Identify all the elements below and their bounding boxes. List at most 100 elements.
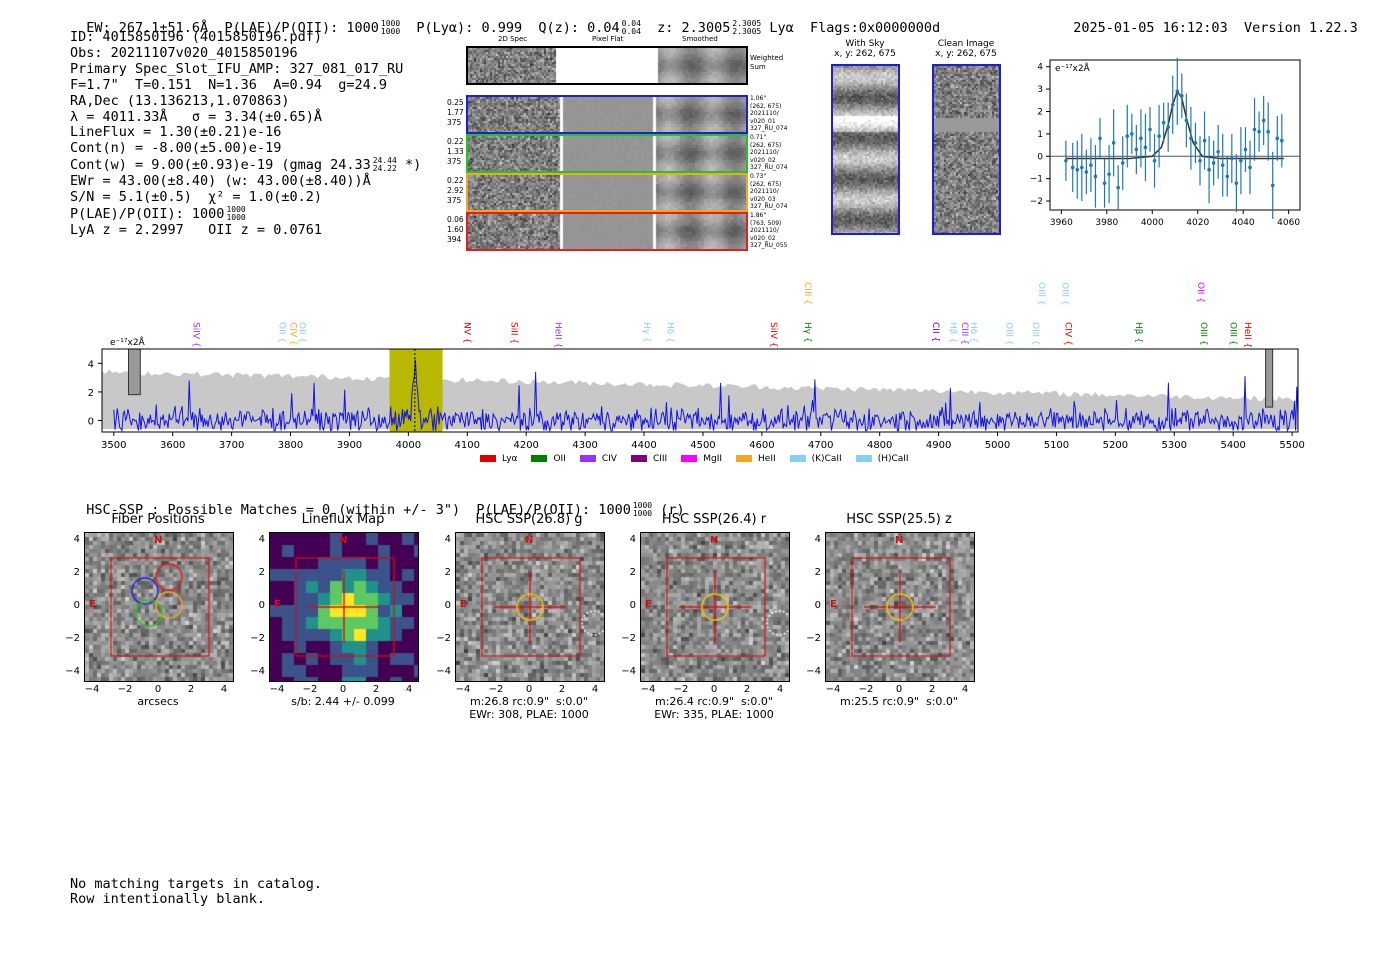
spectrum-x-tick-label: 5500 — [1279, 440, 1304, 451]
cutout-row-right-labels: 1.06" (262, 675) 2021110/v020_01 327_RU_074 — [750, 95, 787, 133]
hsc-y-tick-label: 0 — [814, 600, 821, 611]
info-radec: RA,Dec (13.136213,1.070863) — [70, 92, 290, 109]
hsc-east-label: E — [645, 599, 652, 610]
cutout-row-right-label: 0.73" — [750, 173, 767, 180]
zoom-data-point — [1125, 134, 1130, 138]
cutout-row-left-labels: 0.25 1.77 375 — [447, 98, 464, 128]
zoom-data-point — [1184, 118, 1189, 123]
hsc-panel-title: Lineflux Map — [301, 512, 385, 527]
info-lineflux: LineFlux = 1.30(±0.21)e-16 — [70, 124, 282, 141]
info-plae: P(LAE)/P(OII): 1000 1000 1000 — [70, 204, 246, 222]
legend-swatch — [630, 455, 647, 462]
zoom-data-point — [1257, 129, 1261, 134]
cutout-row-left-label: 375 — [447, 157, 462, 166]
legend-label: HeII — [758, 453, 776, 464]
zoom-frame — [1049, 59, 1301, 211]
zoom-data-point — [1252, 127, 1257, 132]
cutout-row-image — [468, 214, 746, 249]
zoom-y-tick-label: 0 — [1037, 152, 1043, 162]
hsc-north-label: N — [154, 535, 163, 546]
legend-item: CIV — [579, 454, 617, 464]
hsc-x-tick-label: −2 — [488, 684, 504, 695]
cutout-row-right-label: 2021110/ — [750, 227, 779, 235]
zoom-data-point — [1084, 170, 1089, 174]
hsc-x-tick-label: −2 — [858, 684, 874, 695]
header-line: Lyα — [769, 20, 794, 36]
zoom-data-point — [1175, 89, 1180, 94]
spectrum-line-label: Hβ { — [947, 322, 957, 343]
zoom-x-tick-label: 3980 — [1095, 218, 1118, 228]
zoom-data-point — [1139, 136, 1143, 141]
cutout-col-flat: Pixel Flat — [592, 35, 624, 43]
header-datetime: 2025-01-05 16:12:03 — [1073, 20, 1228, 36]
cutout-row-left-label: 375 — [447, 196, 462, 205]
cutout-row-right-label: 2021110/ — [750, 149, 779, 157]
hsc-panel-title: HSC SSP(25.5) z — [846, 512, 952, 527]
hsc-north-label: N — [895, 535, 904, 546]
hsc-x-tick-label: 2 — [187, 684, 195, 695]
header-plya: P(Lyα): 0.999 — [416, 20, 523, 36]
spectrum-chart: 3500 3600 3700 3800 3900 4000 4100 4200 4300 4400… — [88, 282, 1305, 451]
spectrum-line-label: OIII { — [1227, 322, 1237, 346]
hsc-y-tick-label: −4 — [250, 666, 265, 677]
cutout-row-right-label: (262, 675) — [750, 141, 782, 149]
zoom-data-point — [1207, 167, 1211, 172]
zoom-data-point — [1093, 174, 1098, 179]
spectrum-x-tick-label: 5100 — [1044, 440, 1069, 451]
hsc-x-tick-label: −4 — [825, 684, 841, 695]
hsc-panel-caption: s/b: 2.44 +/- 0.099 — [291, 695, 395, 708]
hsc-y-tick-label: 4 — [814, 534, 821, 545]
cutout-row-right-label: (262, 675) — [750, 180, 782, 188]
hsc-y-tick-label: −4 — [621, 666, 636, 677]
hsc-x-tick-label: −4 — [269, 684, 285, 695]
hsc-y-tick-label: 4 — [444, 534, 451, 545]
legend-swatch — [681, 455, 698, 462]
zoom-x-tick-label: 4020 — [1186, 218, 1209, 228]
info-block: ID: 4015850196 (4015850196.pdf) Obs: 202… — [70, 29, 421, 239]
zoom-data-point — [1107, 172, 1111, 176]
spectrum-x-tick-label: 4200 — [513, 440, 538, 451]
hsc-panel-caption: arcsecs — [137, 695, 179, 708]
header-flags: Flags:0x0000000d — [810, 20, 941, 36]
legend-swatch — [531, 455, 548, 462]
cutout-col-smooth: Smoothed — [682, 35, 718, 43]
spectrum-legend: Lyα OII CIV CIII MgII HeII (K)CaII (H)CaII — [480, 447, 923, 466]
hsc-y-tick-label: 2 — [814, 567, 821, 578]
spectrum-x-tick-label: 4300 — [572, 440, 597, 451]
cutout-row-right-label: v020_02 — [750, 156, 776, 164]
hsc-summary: HSC-SSP : Possible Matches = 0 (within +… — [86, 501, 685, 519]
zoom-line-chart: 3960 3980 4000 4020 4040 4060 4 3 2 1 0 −1 −2 e⁻¹⁷x2Å — [1030, 57, 1301, 228]
hsc-x-tick-label: −2 — [302, 684, 318, 695]
zoom-data-point — [1198, 158, 1202, 163]
legend-item: HeII — [736, 454, 776, 464]
hsc-x-tick-label: 4 — [220, 684, 228, 695]
hsc-x-tick-label: 0 — [710, 684, 718, 695]
hsc-y-tick-label: −2 — [65, 633, 80, 644]
spectrum-x-tick-label: 4500 — [690, 440, 715, 451]
zoom-data-point — [1220, 163, 1225, 168]
spectrum-line-label: OIII { — [1198, 322, 1208, 346]
legend-label: OII — [553, 453, 566, 464]
hsc-panel-image — [269, 532, 419, 682]
zoom-data-point — [1270, 183, 1275, 188]
hsc-y-tick-label: 0 — [258, 600, 265, 611]
hsc-y-tick-label: −2 — [250, 633, 265, 644]
spectrum-x-tick-label: 3800 — [278, 440, 303, 451]
with-sky-title: With Sky x, y: 262, 675 — [834, 39, 896, 59]
hsc-east-label: E — [830, 599, 837, 610]
cutout-row-left-label: 0.25 — [447, 98, 464, 107]
cutout-row — [466, 173, 748, 212]
zoom-unit-label: e⁻¹⁷x2Å — [1055, 62, 1091, 74]
zoom-y-tick-label: 3 — [1037, 85, 1043, 95]
header-ew: EW: 267.1±51.6Å — [86, 20, 209, 36]
spectrum-x-tick-label: 5400 — [1220, 440, 1245, 451]
cutout-row-image — [468, 136, 746, 171]
zoom-data-point — [1180, 94, 1184, 98]
legend-label: Lyα — [502, 453, 518, 464]
zoom-data-point — [1189, 136, 1193, 141]
cutout-row-right-labels: 0.73" (262, 675) 2021110/v020_03 327_RU_074 — [750, 173, 787, 211]
zoom-data-point — [1243, 147, 1248, 152]
legend-swatch — [480, 455, 496, 462]
hsc-x-tick-label: −2 — [117, 684, 133, 695]
legend-item: OII — [531, 453, 566, 464]
